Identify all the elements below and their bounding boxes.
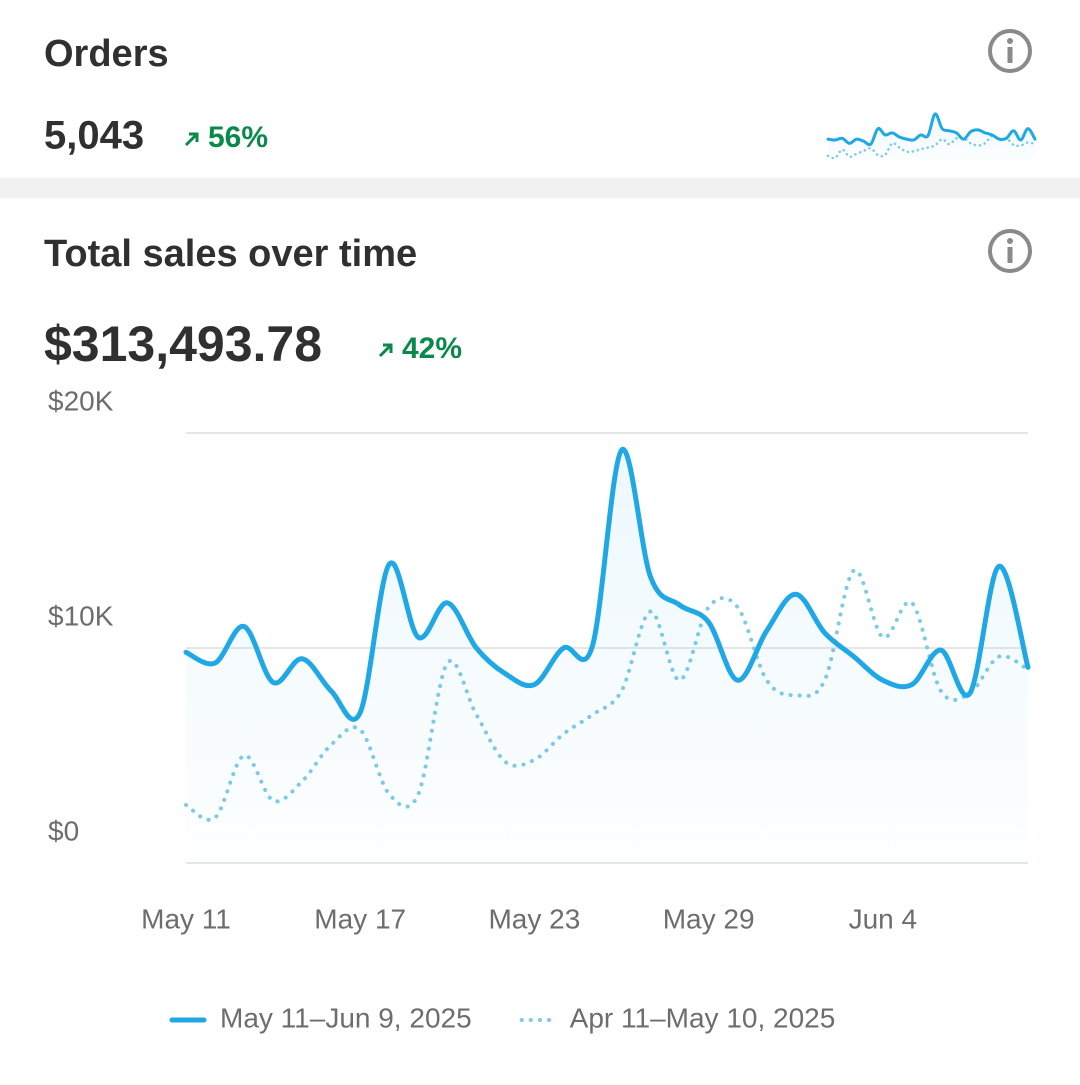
legend-label: May 11–Jun 9, 2025 [220,1002,472,1033]
sales-change: 42% [402,332,462,365]
x-tick-label: May 17 [314,903,406,934]
up-arrow [184,132,199,147]
y-tick-label: $0 [48,815,79,846]
up-arrow [378,343,393,358]
orders-change: 56% [208,121,268,154]
x-tick-label: May 29 [663,903,755,934]
sparkline-area [828,113,1035,162]
sales-value: $313,493.78 [44,316,322,372]
y-tick-label: $10K [48,600,114,631]
x-tick-label: Jun 4 [849,903,918,934]
sparkline-line [826,112,1037,147]
chart: $0 $10K $20K May 11 May 17 May 23 May 29 Jun 4 [48,385,1031,934]
sales-title: Total sales over time [44,233,417,275]
area [186,449,1028,863]
legend: May 11–Jun 9, 2025 Apr 11–May 10, 2025 [169,1002,836,1033]
separator [0,178,1080,198]
orders-title: Orders [44,33,169,75]
orders-value: 5,043 [44,114,144,158]
info-icon[interactable] [988,29,1032,73]
y-tick-label: $20K [48,385,114,416]
series-line [183,447,1031,722]
x-tick-label: May 11 [141,903,231,934]
x-tick-label: May 23 [488,903,580,934]
legend-label: Apr 11–May 10, 2025 [570,1002,836,1033]
info-icon[interactable] [988,229,1032,273]
sparkline [826,112,1037,162]
